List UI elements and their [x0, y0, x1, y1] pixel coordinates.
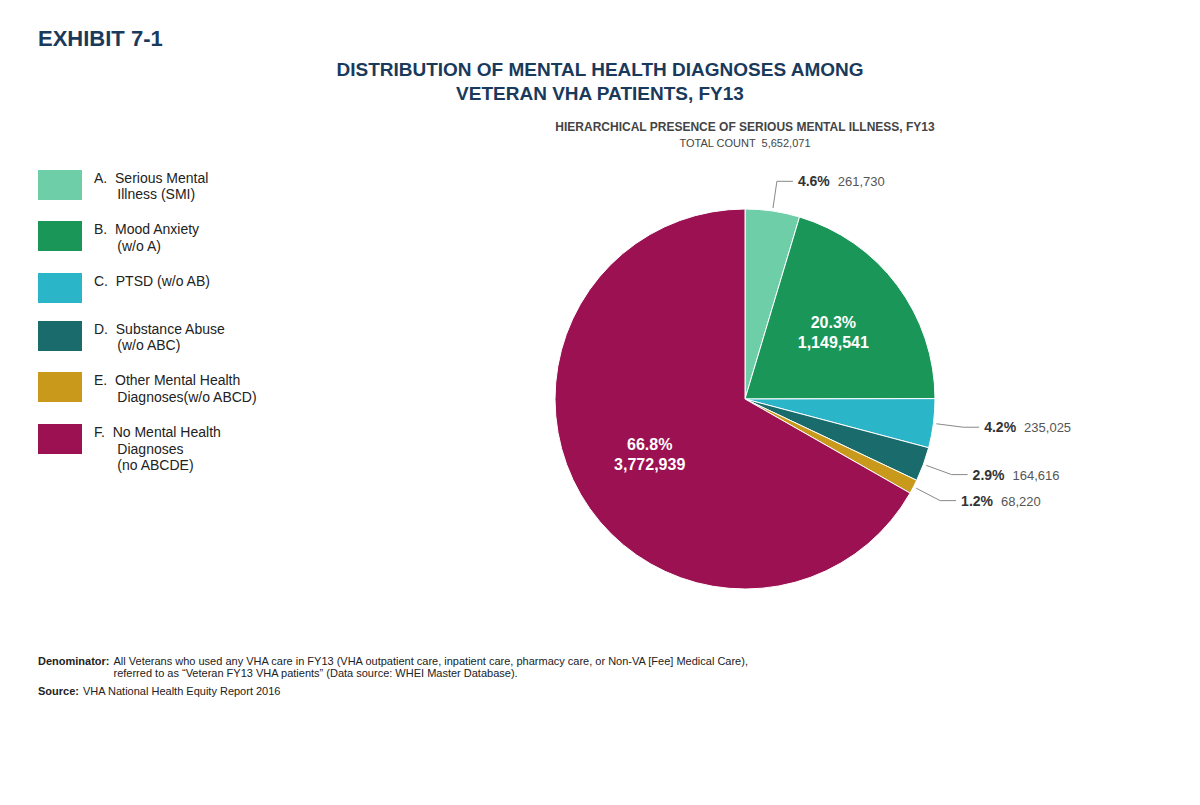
svg-text:66.8%3,772,939: 66.8%3,772,939 — [614, 435, 685, 472]
svg-text:1.2%68,220: 1.2%68,220 — [961, 492, 1041, 508]
html-text:A. Serious Mental Illness (SMI: A. Serious Mental Illness (SMI) — [94, 169, 209, 203]
html-text:B. Mood Anxiety (w/o A): B. Mood Anxiety (w/o A) — [94, 221, 200, 254]
html-text:DISTRIBUTION OF MENTAL HEALTH: DISTRIBUTION OF MENTAL HEALTH DIAGNOSES … — [336, 59, 864, 104]
html-text:Denominator: All Veterans who: Denominator: All Veterans who used any V… — [38, 654, 748, 679]
svg-text:2.9%164,616: 2.9%164,616 — [973, 466, 1060, 482]
svg-text:20.3%1,149,541: 20.3%1,149,541 — [798, 314, 869, 351]
html-text:C. PTSD (w/o AB): C. PTSD (w/o AB) — [94, 272, 210, 289]
html-text:HIERARCHICAL PRESENCE OF SERIO: HIERARCHICAL PRESENCE OF SERIOUS MENTAL … — [555, 119, 935, 134]
html-text:EXHIBIT 7-1: EXHIBIT 7-1 — [38, 26, 163, 51]
html-text:E. Other Mental Health Diagnos: E. Other Mental Health Diagnoses(w/o ABC… — [94, 372, 257, 406]
html-text:D. Substance Abuse (w/o ABC): D. Substance Abuse (w/o ABC) — [94, 320, 225, 354]
svg-text:4.2%235,025: 4.2%235,025 — [984, 419, 1071, 435]
html-text:TOTAL COUNT 5,652,071: TOTAL COUNT 5,652,071 — [679, 136, 811, 149]
svg-text:4.6%261,730: 4.6%261,730 — [798, 173, 885, 189]
html-text:F. No Mental Health Diagnoses: F. No Mental Health Diagnoses (no ABCDE) — [94, 423, 221, 474]
html-text:Source: VHA National Health Eq: Source: VHA National Health Equity Repor… — [38, 684, 281, 697]
